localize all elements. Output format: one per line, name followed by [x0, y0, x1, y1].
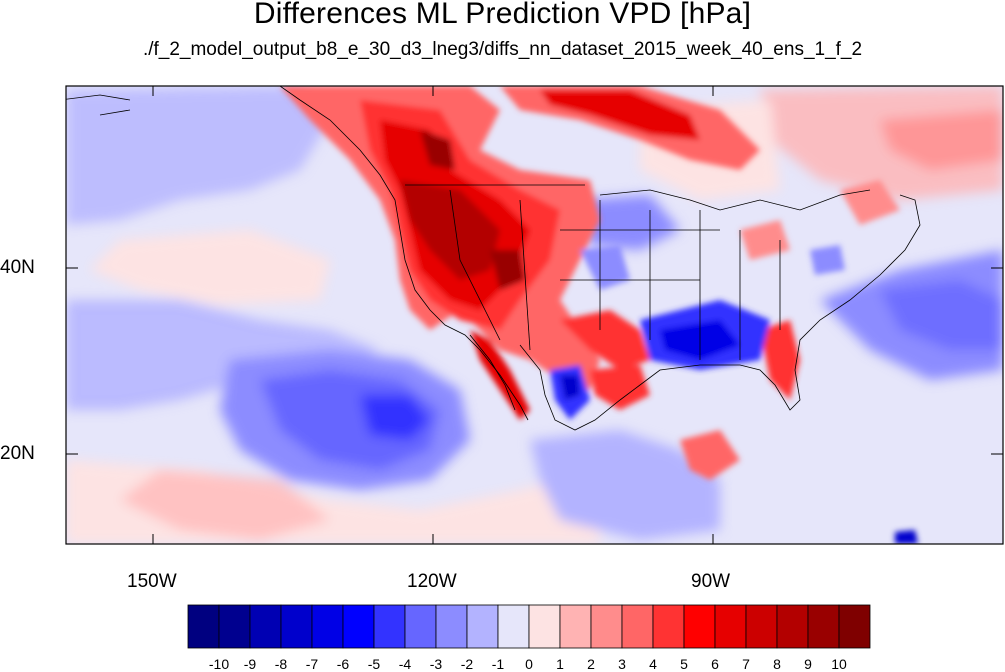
colorbar-label: -5 [367, 656, 381, 672]
colorbar-swatch [187, 604, 220, 649]
colorbar-label: -7 [305, 656, 319, 672]
colorbar-label: 2 [587, 656, 595, 672]
colorbar-swatch [497, 604, 530, 649]
colorbar-swatch [466, 604, 499, 649]
lat-label-20n: 20N [0, 443, 35, 464]
colorbar-swatch [218, 604, 251, 649]
colorbar-label: 8 [773, 656, 781, 672]
colorbar-swatch [714, 604, 747, 649]
lat-label-40n: 40N [0, 257, 35, 278]
colorbar-swatch [311, 604, 344, 649]
colorbar-label: 1 [556, 656, 564, 672]
colorbar-label: -1 [491, 656, 505, 672]
colorbar-label: 7 [742, 656, 750, 672]
colorbar-swatch [404, 604, 437, 649]
colorbar-label: 9 [804, 656, 812, 672]
colorbar-label: 10 [831, 656, 847, 672]
colorbar-swatch [807, 604, 840, 649]
colorbar-swatch [342, 604, 375, 649]
lon-label-150w: 150W [127, 571, 177, 592]
colorbar-swatch [745, 604, 778, 649]
colorbar-label: 5 [680, 656, 688, 672]
vpd-difference-field [66, 86, 1003, 544]
colorbar-label: -4 [398, 656, 412, 672]
colorbar-label: -2 [460, 656, 474, 672]
colorbar-swatch [528, 604, 561, 649]
colorbar-label: -10 [208, 656, 230, 672]
map-frame [65, 85, 1004, 545]
colorbar [187, 604, 871, 649]
colorbar-label: 4 [649, 656, 657, 672]
colorbar-label: 6 [711, 656, 719, 672]
colorbar-swatch [249, 604, 282, 649]
colorbar-swatch [435, 604, 468, 649]
lon-label-90w: 90W [691, 571, 731, 592]
colorbar-label: 3 [618, 656, 626, 672]
colorbar-swatch [838, 604, 871, 649]
map-subtitle: ./f_2_model_output_b8_e_30_d3_lneg3/diff… [142, 39, 863, 60]
colorbar-swatch [776, 604, 809, 649]
colorbar-swatch [683, 604, 716, 649]
colorbar-label: -6 [336, 656, 350, 672]
coastlines [66, 86, 921, 431]
map-title: Differences ML Prediction VPD [hPa] [253, 0, 752, 30]
colorbar-label: -8 [274, 656, 288, 672]
colorbar-swatch [373, 604, 406, 649]
colorbar-swatch [280, 604, 313, 649]
lon-label-120w: 120W [407, 571, 457, 592]
colorbar-label: -3 [429, 656, 443, 672]
colorbar-label: 0 [525, 656, 533, 672]
colorbar-swatch [559, 604, 592, 649]
axis-ticks [66, 86, 1003, 544]
colorbar-swatch [652, 604, 685, 649]
colorbar-swatch [621, 604, 654, 649]
colorbar-label: -9 [243, 656, 257, 672]
colorbar-swatch [590, 604, 623, 649]
